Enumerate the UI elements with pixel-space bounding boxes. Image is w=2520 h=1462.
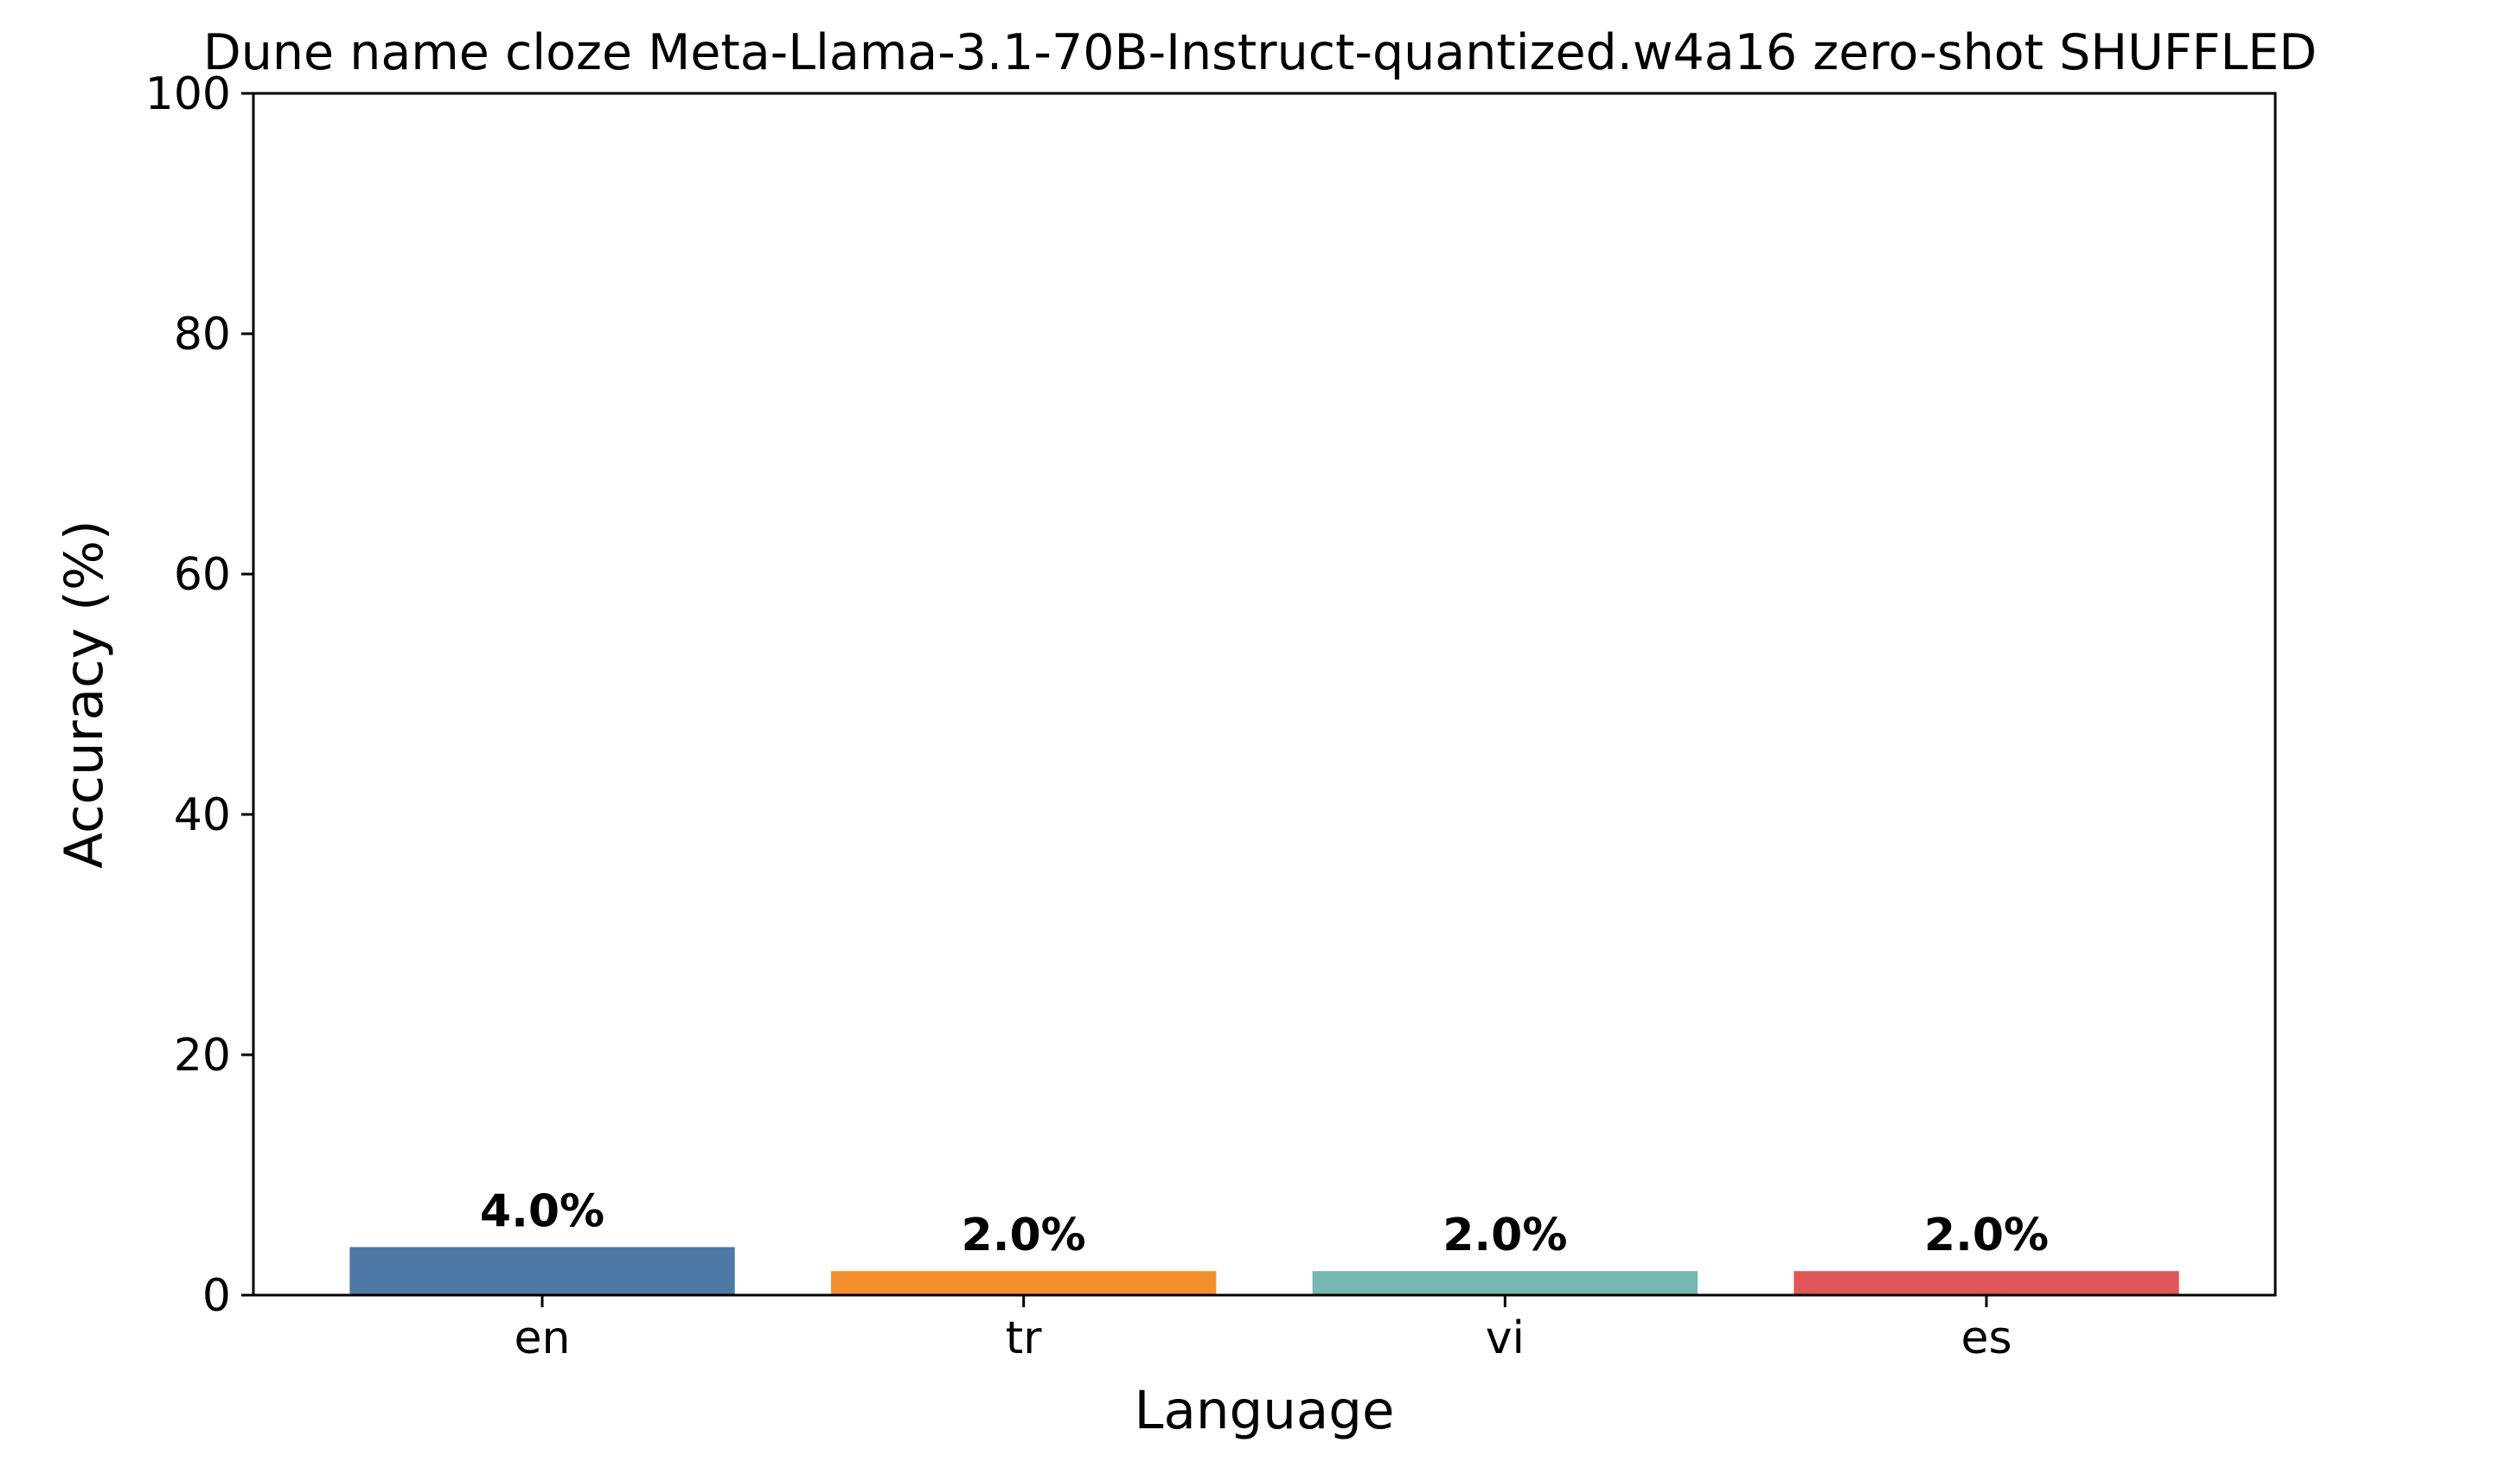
bar-vi xyxy=(1312,1271,1698,1295)
plot-area: 0 20 40 60 80 100 en 4.0% tr 2.0% vi 2.0% es 2.0% xyxy=(145,68,2179,1364)
y-tick-label: 0 xyxy=(202,1270,231,1322)
y-tick-label: 100 xyxy=(145,68,231,120)
data-label: 2.0% xyxy=(962,1210,1086,1261)
data-label: 2.0% xyxy=(1442,1210,1567,1261)
y-tick-label: 80 xyxy=(174,309,231,361)
bar-en xyxy=(349,1247,735,1295)
bar-tr xyxy=(831,1271,1217,1295)
y-tick-label: 60 xyxy=(174,549,231,601)
x-tick-label: tr xyxy=(1006,1312,1042,1364)
x-axis-label: Language xyxy=(1134,1380,1394,1441)
data-label: 4.0% xyxy=(480,1185,604,1237)
y-axis-label: Accuracy (%) xyxy=(54,520,115,868)
y-tick-label: 40 xyxy=(174,789,231,841)
x-tick-label: en xyxy=(515,1312,571,1364)
y-tick-label: 20 xyxy=(174,1030,231,1082)
plot-frame xyxy=(252,92,2277,1297)
chart-title: Dune name cloze Meta-Llama-3.1-70B-Instr… xyxy=(203,24,2317,81)
data-label: 2.0% xyxy=(1924,1210,2049,1261)
x-tick-label: es xyxy=(1960,1312,2012,1364)
x-tick-label: vi xyxy=(1486,1312,1525,1364)
bar-es xyxy=(1794,1271,2179,1295)
